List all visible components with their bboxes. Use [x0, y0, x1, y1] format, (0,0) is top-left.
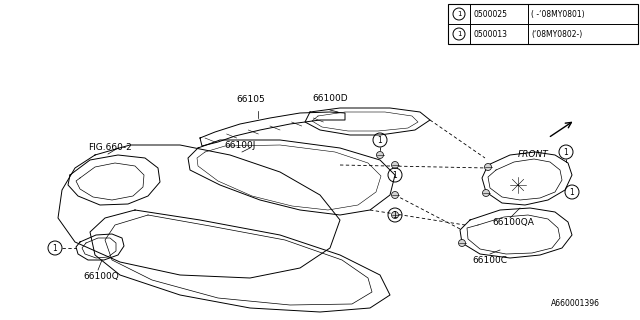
- Text: 1: 1: [570, 188, 574, 196]
- Text: 1: 1: [392, 171, 397, 180]
- Text: A660001396: A660001396: [551, 299, 600, 308]
- Text: 66100D: 66100D: [312, 94, 348, 103]
- Text: 66100C: 66100C: [472, 256, 507, 265]
- Text: FIG.660-2: FIG.660-2: [88, 143, 132, 152]
- Circle shape: [484, 164, 492, 171]
- Text: 1: 1: [564, 148, 568, 156]
- Bar: [448, 4, 638, 44]
- Text: 66100J: 66100J: [224, 141, 255, 150]
- Text: 1: 1: [457, 31, 461, 37]
- Text: 1: 1: [52, 244, 58, 252]
- Text: (‘08MY0802-): (‘08MY0802-): [531, 29, 582, 38]
- Circle shape: [392, 162, 399, 169]
- Circle shape: [376, 151, 383, 158]
- Circle shape: [458, 239, 465, 246]
- Text: FRONT: FRONT: [518, 150, 548, 159]
- Text: 66105: 66105: [236, 95, 265, 104]
- Circle shape: [392, 191, 399, 198]
- Text: 1: 1: [378, 135, 382, 145]
- Text: 1: 1: [392, 211, 397, 220]
- Circle shape: [483, 189, 490, 196]
- Text: ( -‘08MY0801): ( -‘08MY0801): [531, 10, 584, 19]
- Text: 66100QA: 66100QA: [492, 218, 534, 227]
- Text: 0500025: 0500025: [473, 10, 507, 19]
- Text: 1: 1: [457, 11, 461, 17]
- Text: 0500013: 0500013: [473, 29, 507, 38]
- Text: 66100Q: 66100Q: [83, 272, 119, 281]
- Circle shape: [392, 212, 399, 219]
